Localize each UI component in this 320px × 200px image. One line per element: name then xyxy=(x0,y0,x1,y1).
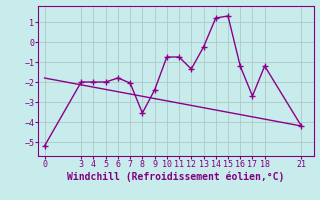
X-axis label: Windchill (Refroidissement éolien,°C): Windchill (Refroidissement éolien,°C) xyxy=(67,172,285,182)
